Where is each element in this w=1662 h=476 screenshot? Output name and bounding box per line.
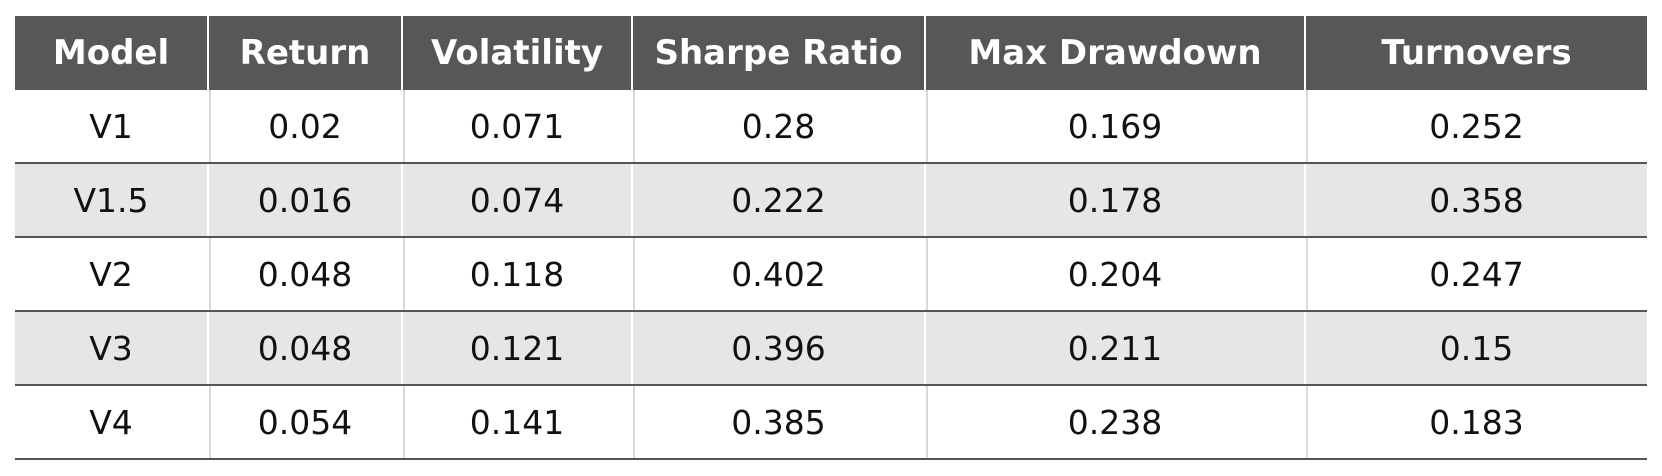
table-row: V2 0.048 0.118 0.402 0.204 0.247 [15,237,1647,312]
cell-return: 0.048 [207,311,403,386]
cell-model: V4 [15,385,209,460]
cell-model: V1.5 [15,163,209,238]
table-row: V1.5 0.016 0.074 0.222 0.178 0.358 [15,163,1647,238]
cell-model: V3 [15,311,209,386]
cell-return: 0.054 [207,385,403,460]
cell-sharpe-ratio: 0.396 [631,311,926,386]
cell-model: V1 [15,90,209,164]
cell-turnovers: 0.15 [1304,311,1647,386]
header-model: Model [15,16,209,90]
table-row: V3 0.048 0.121 0.396 0.211 0.15 [15,311,1647,386]
cell-volatility: 0.118 [401,237,633,312]
header-volatility: Volatility [401,16,633,90]
cell-sharpe-ratio: 0.385 [631,385,926,460]
table-row: V1 0.02 0.071 0.28 0.169 0.252 [15,90,1647,164]
model-metrics-table: Model Return Volatility Sharpe Ratio Max… [15,16,1647,460]
header-turnovers: Turnovers [1304,16,1647,90]
cell-volatility: 0.121 [401,311,633,386]
cell-return: 0.02 [207,90,403,164]
cell-turnovers: 0.247 [1304,237,1647,312]
results-table-container: Model Return Volatility Sharpe Ratio Max… [15,16,1647,460]
cell-max-drawdown: 0.178 [924,163,1306,238]
cell-max-drawdown: 0.211 [924,311,1306,386]
cell-turnovers: 0.358 [1304,163,1647,238]
cell-max-drawdown: 0.204 [924,237,1306,312]
cell-max-drawdown: 0.238 [924,385,1306,460]
cell-model: V2 [15,237,209,312]
cell-max-drawdown: 0.169 [924,90,1306,164]
header-sharpe-ratio: Sharpe Ratio [631,16,926,90]
header-max-drawdown: Max Drawdown [924,16,1306,90]
cell-volatility: 0.141 [401,385,633,460]
cell-return: 0.016 [207,163,403,238]
cell-sharpe-ratio: 0.28 [631,90,926,164]
cell-volatility: 0.074 [401,163,633,238]
header-return: Return [207,16,403,90]
cell-return: 0.048 [207,237,403,312]
cell-volatility: 0.071 [401,90,633,164]
cell-sharpe-ratio: 0.402 [631,237,926,312]
header-row: Model Return Volatility Sharpe Ratio Max… [15,16,1647,90]
table-row: V4 0.054 0.141 0.385 0.238 0.183 [15,385,1647,460]
cell-sharpe-ratio: 0.222 [631,163,926,238]
cell-turnovers: 0.252 [1304,90,1647,164]
cell-turnovers: 0.183 [1304,385,1647,460]
